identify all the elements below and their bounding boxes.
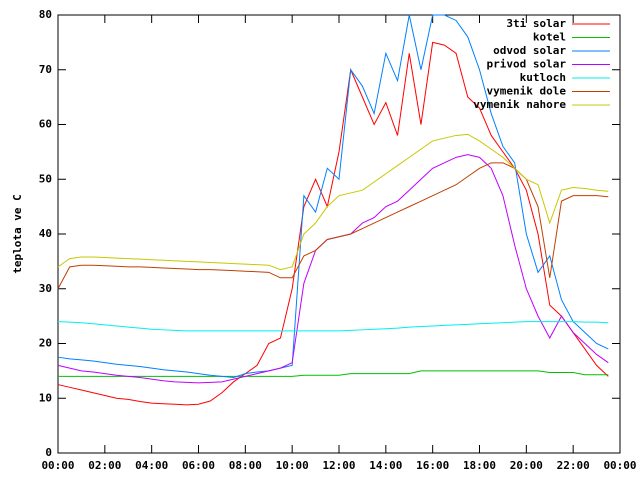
x-tick-label: 12:00 <box>322 459 355 472</box>
legend-label: privod solar <box>487 58 567 71</box>
series-line <box>57 321 609 332</box>
x-tick-label: 14:00 <box>369 459 402 472</box>
x-tick-label: 18:00 <box>463 459 496 472</box>
y-tick-label: 40 <box>39 227 52 240</box>
series-line <box>58 370 609 377</box>
y-tick-label: 80 <box>39 8 52 21</box>
series-line <box>57 162 609 289</box>
x-tick-label: 22:00 <box>557 459 590 472</box>
x-tick-label: 08:00 <box>229 459 262 472</box>
legend-label: vymenik nahore <box>473 98 566 111</box>
x-tick-label: 00:00 <box>41 459 74 472</box>
series-line <box>57 133 609 271</box>
y-tick-label: 50 <box>39 172 52 185</box>
y-tick-label: 10 <box>39 391 52 404</box>
x-tick-label: 02:00 <box>88 459 121 472</box>
y-tick-label: 0 <box>45 446 52 459</box>
legend-label: odvod solar <box>493 44 566 57</box>
y-tick-label: 70 <box>39 63 52 76</box>
legend-label: kutloch <box>520 71 566 84</box>
x-tick-label: 00:00 <box>603 459 636 472</box>
x-tick-label: 10:00 <box>276 459 309 472</box>
x-tick-label: 06:00 <box>182 459 215 472</box>
x-tick-label: 20:00 <box>510 459 543 472</box>
y-tick-label: 20 <box>39 337 52 350</box>
y-axis-label: teplota ve C <box>11 194 24 273</box>
series-line <box>57 14 609 378</box>
legend-label: kotel <box>533 31 566 44</box>
x-tick-label: 16:00 <box>416 459 449 472</box>
y-tick-label: 60 <box>39 118 52 131</box>
legend-label: vymenik dole <box>487 85 567 98</box>
legend-label: 3ti solar <box>506 17 566 30</box>
x-tick-label: 04:00 <box>135 459 168 472</box>
y-tick-label: 30 <box>39 282 52 295</box>
